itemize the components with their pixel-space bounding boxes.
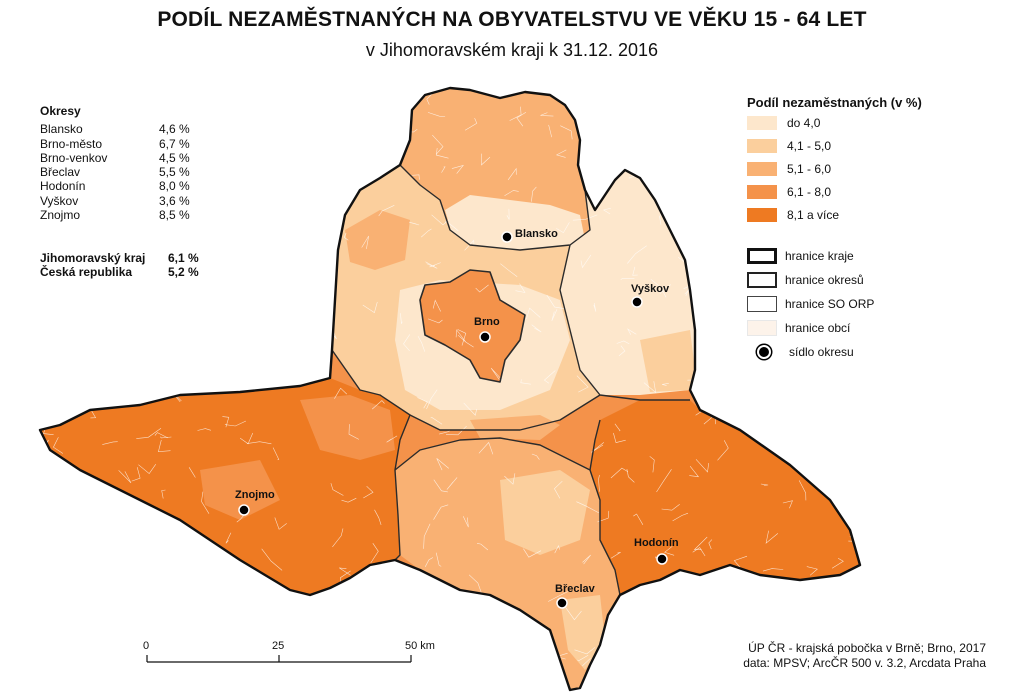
seat-marker-znojmo bbox=[238, 504, 250, 516]
legend-boundary-district: hranice okresů bbox=[747, 272, 922, 288]
legend-boundary-swatch bbox=[747, 248, 777, 264]
legend-class-label: do 4,0 bbox=[787, 116, 821, 130]
legend-boundary-label: hranice okresů bbox=[785, 273, 864, 287]
legend-class: 6,1 - 8,0 bbox=[747, 185, 922, 199]
district-name: Hodonín bbox=[40, 179, 86, 194]
district-row: Brno-město 6,7 % bbox=[40, 137, 205, 151]
legend-class: 5,1 - 6,0 bbox=[747, 162, 922, 176]
legend-boundary-municipal: hranice obcí bbox=[747, 320, 922, 336]
district-row: Brno-venkov 4,5 % bbox=[40, 151, 205, 165]
total-value: 6,1 % bbox=[168, 251, 199, 265]
legend-class: 8,1 a více bbox=[747, 208, 922, 222]
legend-class-label: 5,1 - 6,0 bbox=[787, 162, 832, 176]
legend-class-label: 6,1 - 8,0 bbox=[787, 185, 832, 199]
legend-seat-label: sídlo okresu bbox=[789, 345, 854, 359]
district-row: Břeclav 5,5 % bbox=[40, 165, 205, 179]
totals-table: Jihomoravský kraj 6,1 % Česká republika 5,… bbox=[40, 251, 208, 279]
legend-swatch bbox=[747, 162, 777, 176]
district-name: Brno-venkov bbox=[40, 150, 108, 165]
district-row: Znojmo 8,5 % bbox=[40, 208, 205, 222]
city-label-hodonin: Hodonín bbox=[634, 537, 679, 549]
scale-label-25: 25 bbox=[272, 640, 285, 652]
seat-marker-blansko bbox=[501, 231, 513, 243]
scale-label-0: 0 bbox=[143, 640, 150, 652]
district-table: Okresy Blansko 4,6 % Brno-město 6,7 % Brno… bbox=[40, 104, 205, 222]
total-value: 5,2 % bbox=[168, 265, 199, 279]
credit-line-1: ÚP ČR - krajská pobočka v Brně; Brno, 20… bbox=[748, 641, 986, 655]
total-name: Jihomoravský kraj bbox=[40, 251, 146, 265]
legend-class-label: 8,1 a více bbox=[787, 208, 840, 222]
district-value: 4,5 % bbox=[159, 150, 190, 165]
district-name: Brno-město bbox=[40, 136, 103, 151]
legend-swatch bbox=[747, 208, 777, 222]
credit-line-2: data: MPSV; ArcČR 500 v. 3.2, Arcdata Pr… bbox=[743, 656, 986, 670]
map-legend: Podíl nezaměstnaných (v %) do 4,0 4,1 - … bbox=[747, 95, 922, 368]
legend-boundary-region: hranice kraje bbox=[747, 248, 922, 264]
legend-boundary-label: hranice SO ORP bbox=[785, 297, 875, 311]
city-label-blansko: Blansko bbox=[515, 228, 558, 240]
total-row: Česká republika 5,2 % bbox=[40, 265, 208, 279]
legend-heading: Podíl nezaměstnaných (v %) bbox=[747, 95, 922, 110]
seat-markers bbox=[238, 231, 668, 609]
city-label-vyskov: Vyškov bbox=[631, 283, 670, 295]
seat-marker-vyskov bbox=[631, 296, 643, 308]
district-value: 8,5 % bbox=[159, 208, 190, 223]
total-row: Jihomoravský kraj 6,1 % bbox=[40, 251, 208, 265]
legend-boundary-swatch bbox=[747, 296, 777, 312]
city-label-brno: Brno bbox=[474, 316, 500, 328]
seat-marker-breclav bbox=[556, 597, 568, 609]
district-name: Vyškov bbox=[40, 193, 79, 208]
district-row: Hodonín 8,0 % bbox=[40, 179, 205, 193]
district-row: Vyškov 3,6 % bbox=[40, 194, 205, 208]
district-name: Břeclav bbox=[40, 165, 81, 180]
district-name: Znojmo bbox=[40, 208, 81, 223]
legend-boundary-orp: hranice SO ORP bbox=[747, 296, 922, 312]
legend-boundary-swatch bbox=[747, 272, 777, 288]
city-label-znojmo: Znojmo bbox=[235, 489, 275, 501]
city-label-breclav: Břeclav bbox=[555, 583, 595, 595]
district-name: Blansko bbox=[40, 122, 83, 137]
legend-boundary-swatch bbox=[747, 320, 777, 336]
scale-label-50: 50 km bbox=[405, 640, 435, 652]
map-subtitle: v Jihomoravském kraji k 31.12. 2016 bbox=[365, 40, 659, 60]
district-value: 5,5 % bbox=[159, 165, 190, 180]
legend-swatch bbox=[747, 139, 777, 153]
seat-marker-hodonin bbox=[656, 553, 668, 565]
legend-swatch bbox=[747, 116, 777, 130]
legend-swatch bbox=[747, 185, 777, 199]
district-value: 4,6 % bbox=[159, 122, 190, 137]
source-credit: ÚP ČR - krajská pobočka v Brně; Brno, 20… bbox=[743, 641, 986, 671]
legend-class: 4,1 - 5,0 bbox=[747, 139, 922, 153]
district-table-heading: Okresy bbox=[40, 104, 81, 118]
total-name: Česká republika bbox=[40, 265, 133, 279]
district-value: 3,6 % bbox=[159, 193, 190, 208]
seat-symbol-icon bbox=[757, 345, 771, 359]
legend-seat: sídlo okresu bbox=[747, 344, 922, 360]
district-row: Blansko 4,6 % bbox=[40, 122, 205, 136]
legend-boundary-label: hranice kraje bbox=[785, 249, 854, 263]
legend-boundary-label: hranice obcí bbox=[785, 321, 851, 335]
district-value: 6,7 % bbox=[159, 136, 190, 151]
legend-class: do 4,0 bbox=[747, 116, 922, 130]
scale-bar bbox=[146, 655, 412, 663]
legend-class-label: 4,1 - 5,0 bbox=[787, 139, 832, 153]
seat-marker-brno bbox=[479, 331, 491, 343]
district-value: 8,0 % bbox=[159, 179, 190, 194]
map-title: PODÍL NEZAMĚSTNANÝCH NA OBYVATELSTVU VE … bbox=[157, 8, 867, 31]
